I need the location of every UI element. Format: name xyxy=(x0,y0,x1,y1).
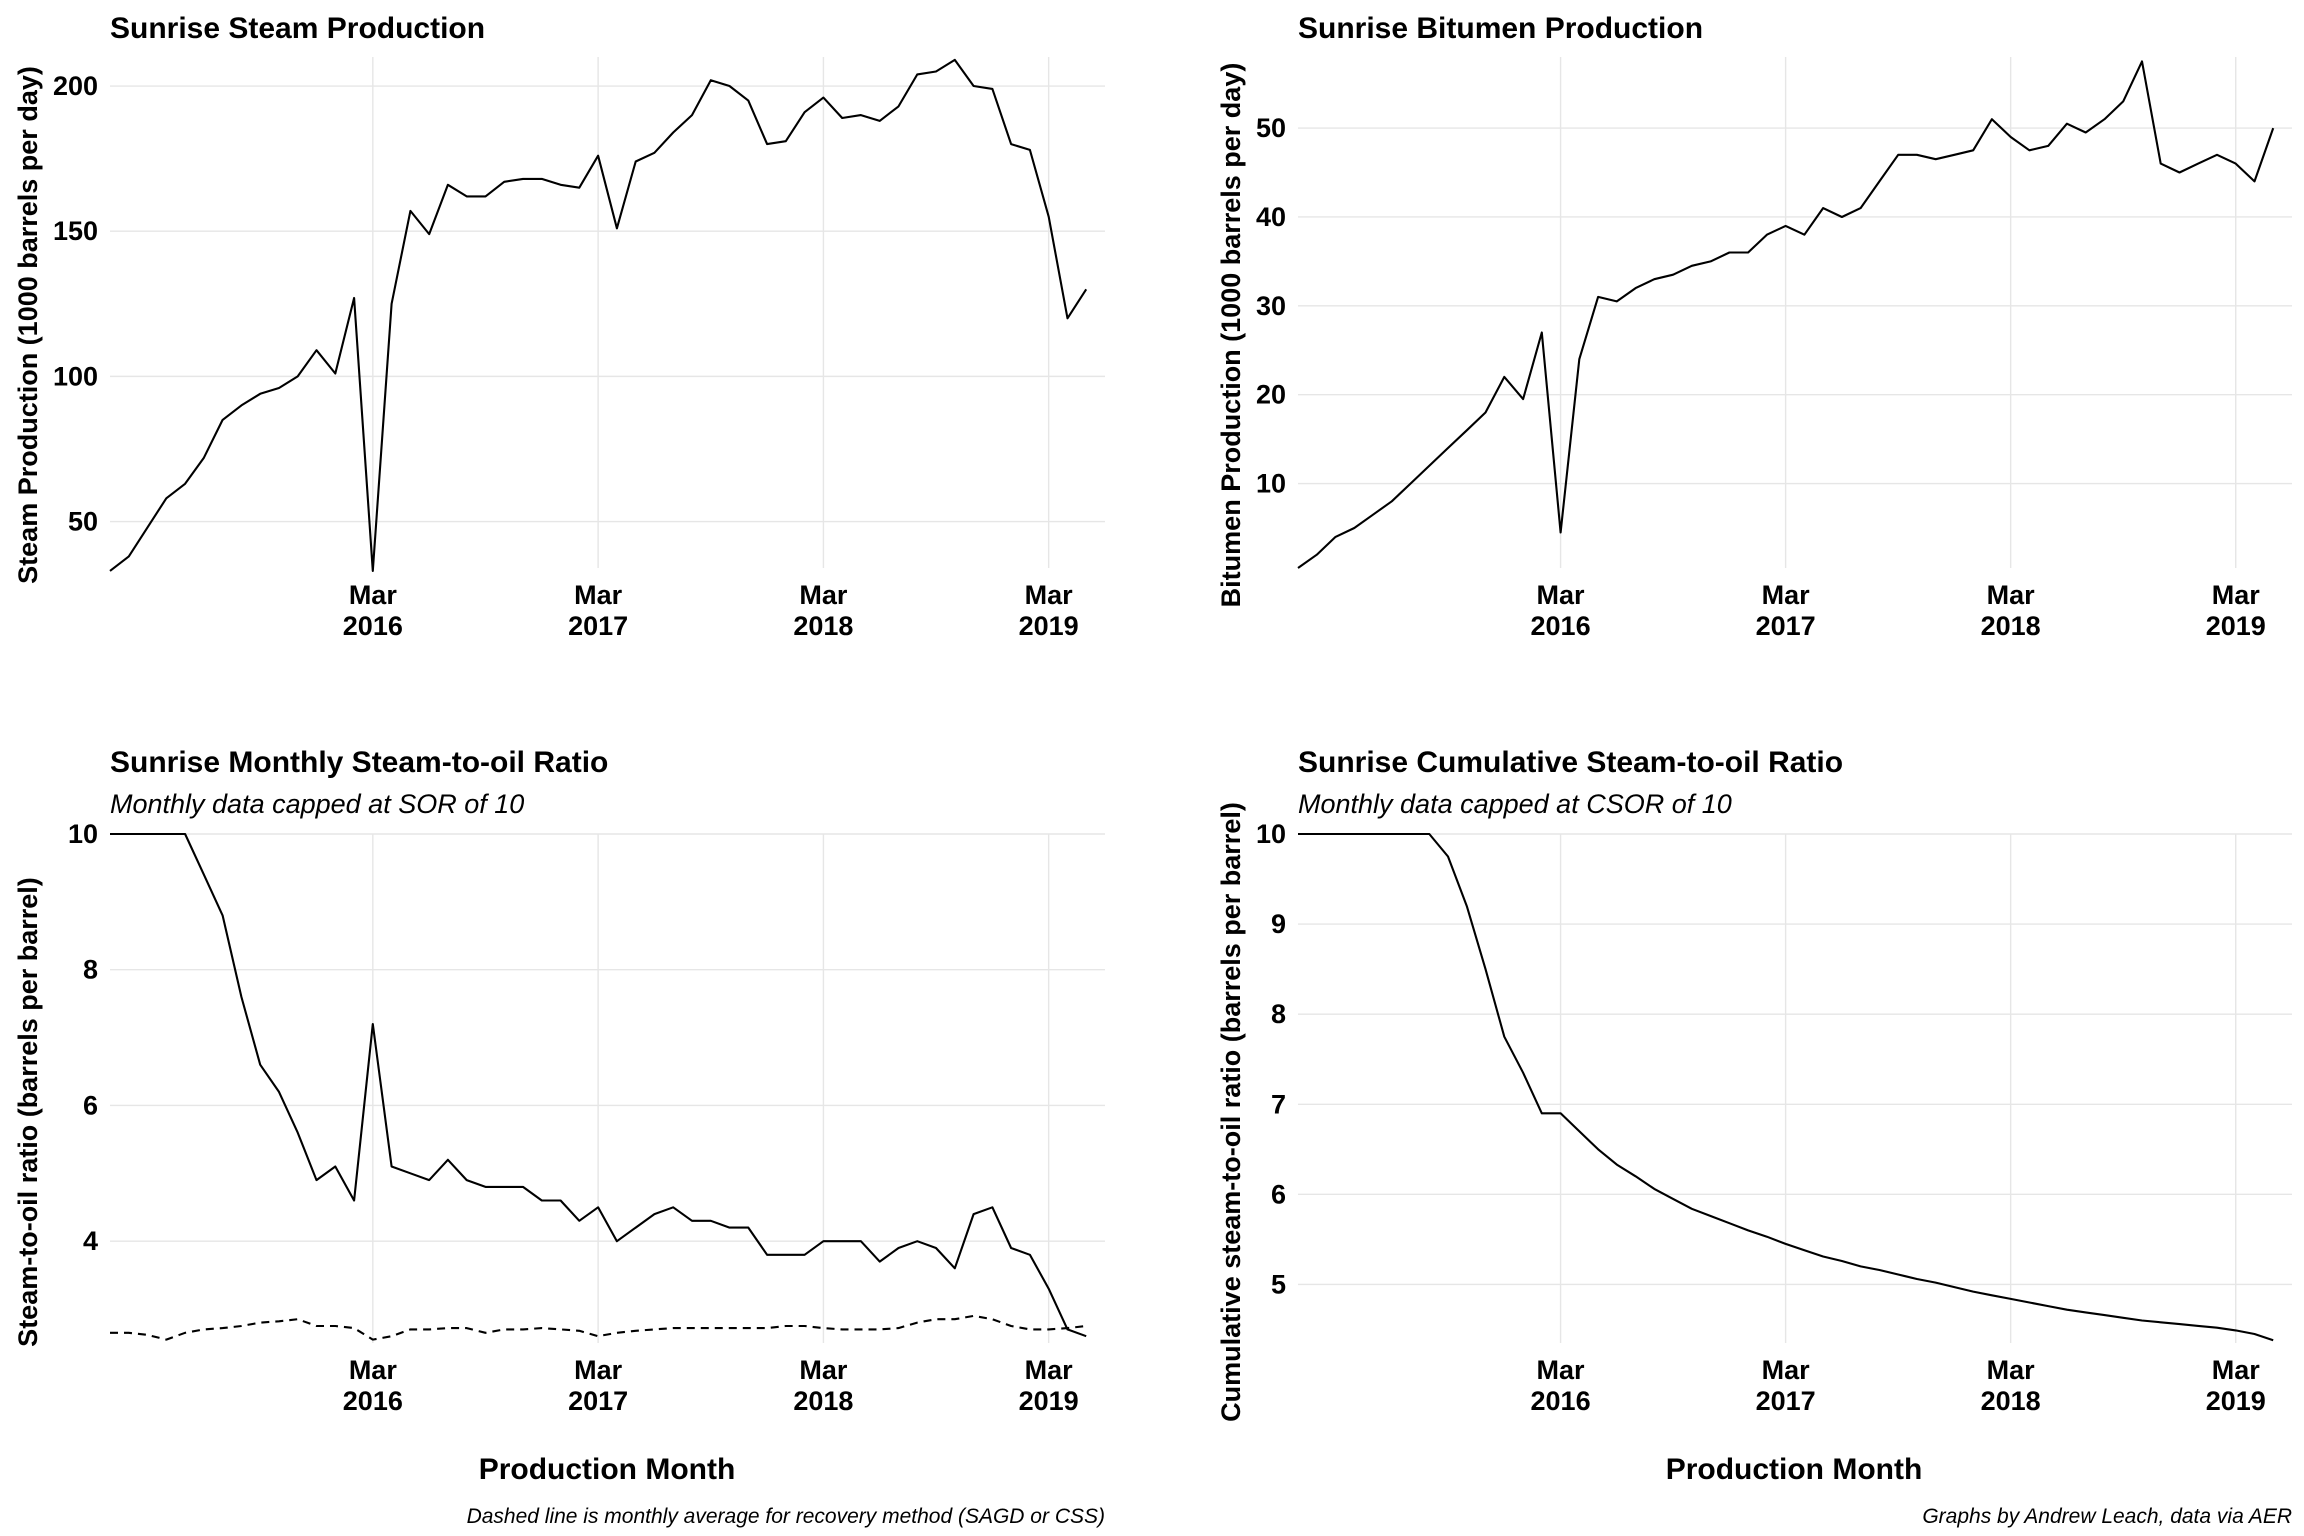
panel-series xyxy=(1298,832,2274,1342)
x-tick-label-month: Mar xyxy=(1987,580,2036,610)
x-tick-label-year: 2016 xyxy=(343,1386,403,1416)
x-tick-label-month: Mar xyxy=(574,1355,623,1385)
chart-subtitle: Monthly data capped at SOR of 10 xyxy=(110,789,524,819)
x-axis-label: Production Month xyxy=(479,1453,736,1486)
chart-caption: Graphs by Andrew Leach, data via AER xyxy=(1922,1505,2292,1528)
x-tick-label-year: 2017 xyxy=(1756,1386,1816,1416)
y-tick-label: 6 xyxy=(83,1090,98,1120)
panel-gridlines xyxy=(110,833,1105,1343)
x-tick-label-month: Mar xyxy=(1987,1355,2036,1385)
x-tick-label-year: 2019 xyxy=(2206,1386,2266,1416)
chart-caption: Dashed line is monthly average for recov… xyxy=(467,1505,1105,1528)
x-tick-label-year: 2017 xyxy=(568,1386,628,1416)
x-tick-label-month: Mar xyxy=(1762,580,1811,610)
x-tick-label-year: 2018 xyxy=(1981,611,2041,641)
y-tick-label: 6 xyxy=(1271,1179,1286,1209)
y-tick-label: 10 xyxy=(68,819,98,849)
x-tick-label-month: Mar xyxy=(799,1355,848,1385)
x-tick-label-month: Mar xyxy=(349,1355,398,1385)
panel-gridlines xyxy=(1298,833,2292,1343)
x-tick-label-month: Mar xyxy=(1025,1355,1074,1385)
y-tick-label: 10 xyxy=(1256,469,1286,499)
y-tick-label: 50 xyxy=(68,507,98,537)
x-tick-label-month: Mar xyxy=(2212,580,2261,610)
series-line xyxy=(1297,60,2275,569)
y-axis-label: Steam-to-oil ratio (barrels per barrel) xyxy=(13,877,43,1347)
x-tick-label-month: Mar xyxy=(1537,580,1586,610)
y-axis-label: Cumulative steam-to-oil ratio (barrels p… xyxy=(1216,802,1246,1422)
y-tick-label: 40 xyxy=(1256,202,1286,232)
x-axis-label: Production Month xyxy=(1666,1453,1923,1486)
y-tick-label: 8 xyxy=(1271,999,1286,1029)
series-line xyxy=(109,58,1088,572)
x-tick-label-year: 2017 xyxy=(568,611,628,641)
chart-title: Sunrise Bitumen Production xyxy=(1298,12,1703,45)
x-tick-label-year: 2018 xyxy=(793,611,853,641)
x-tick-label-month: Mar xyxy=(1762,1355,1811,1385)
panel-steam-production: 50100150200Mar2016Mar2017Mar2018Mar2019 … xyxy=(13,12,1105,641)
chart-title: Sunrise Steam Production xyxy=(110,12,485,45)
y-tick-label: 7 xyxy=(1271,1089,1286,1119)
series-line xyxy=(110,832,1087,1338)
series-line xyxy=(1298,832,2274,1342)
x-tick-label-year: 2016 xyxy=(343,611,403,641)
x-tick-label-month: Mar xyxy=(1537,1355,1586,1385)
panel-series xyxy=(1297,60,2275,569)
y-tick-label: 150 xyxy=(53,216,98,246)
y-tick-label: 9 xyxy=(1271,909,1286,939)
x-tick-label-month: Mar xyxy=(799,580,848,610)
y-tick-label: 10 xyxy=(1256,819,1286,849)
panel-gridlines xyxy=(110,57,1105,568)
y-tick-label: 30 xyxy=(1256,291,1286,321)
y-tick-label: 8 xyxy=(83,955,98,985)
y-tick-label: 20 xyxy=(1256,380,1286,410)
x-tick-label-year: 2019 xyxy=(2206,611,2266,641)
x-tick-label-month: Mar xyxy=(1025,580,1074,610)
x-tick-label-year: 2017 xyxy=(1756,611,1816,641)
x-tick-label-month: Mar xyxy=(349,580,398,610)
panel-series xyxy=(109,58,1088,572)
x-tick-label-year: 2018 xyxy=(793,1386,853,1416)
x-tick-label-year: 2019 xyxy=(1019,611,1079,641)
x-tick-label-year: 2016 xyxy=(1531,611,1591,641)
panel-gridlines xyxy=(1298,57,2292,568)
x-tick-label-year: 2016 xyxy=(1531,1386,1591,1416)
y-axis-label: Steam Production (1000 barrels per day) xyxy=(13,66,43,584)
y-tick-label: 4 xyxy=(83,1226,98,1256)
x-tick-label-year: 2019 xyxy=(1019,1386,1079,1416)
x-tick-label-month: Mar xyxy=(574,580,623,610)
chart-subtitle: Monthly data capped at CSOR of 10 xyxy=(1298,789,1732,819)
chart-title: Sunrise Cumulative Steam-to-oil Ratio xyxy=(1298,746,1843,779)
x-tick-label-year: 2018 xyxy=(1981,1386,2041,1416)
panel-series xyxy=(110,832,1087,1341)
y-tick-label: 200 xyxy=(53,71,98,101)
chart-title: Sunrise Monthly Steam-to-oil Ratio xyxy=(110,746,608,779)
y-tick-label: 100 xyxy=(53,361,98,391)
y-tick-label: 50 xyxy=(1256,113,1286,143)
y-axis-label: Bitumen Production (1000 barrels per day… xyxy=(1216,63,1246,608)
y-tick-label: 5 xyxy=(1271,1269,1286,1299)
x-tick-label-month: Mar xyxy=(2212,1355,2261,1385)
